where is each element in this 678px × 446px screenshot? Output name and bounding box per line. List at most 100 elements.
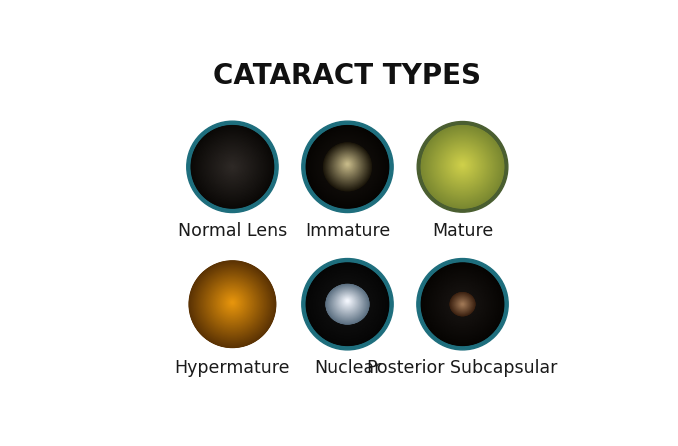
Ellipse shape — [330, 149, 365, 185]
Ellipse shape — [422, 126, 503, 207]
Ellipse shape — [212, 282, 254, 324]
Ellipse shape — [336, 154, 359, 177]
Ellipse shape — [336, 154, 359, 177]
Ellipse shape — [221, 292, 244, 314]
Ellipse shape — [312, 269, 383, 340]
Ellipse shape — [335, 153, 360, 178]
Ellipse shape — [321, 278, 374, 330]
Ellipse shape — [461, 164, 464, 166]
Ellipse shape — [308, 265, 386, 343]
Ellipse shape — [334, 152, 361, 179]
Ellipse shape — [221, 156, 244, 178]
Ellipse shape — [441, 144, 484, 188]
Ellipse shape — [200, 271, 265, 336]
Ellipse shape — [340, 295, 355, 309]
Ellipse shape — [444, 148, 481, 184]
Ellipse shape — [428, 269, 497, 339]
Ellipse shape — [428, 133, 496, 200]
Ellipse shape — [333, 152, 362, 182]
Ellipse shape — [449, 291, 476, 318]
Ellipse shape — [334, 153, 361, 179]
Ellipse shape — [193, 128, 272, 206]
Ellipse shape — [327, 146, 367, 186]
Ellipse shape — [203, 274, 262, 334]
Ellipse shape — [440, 143, 485, 189]
Ellipse shape — [327, 285, 367, 322]
Ellipse shape — [433, 274, 493, 334]
Ellipse shape — [444, 147, 481, 184]
Ellipse shape — [346, 162, 349, 166]
Ellipse shape — [204, 275, 261, 332]
Ellipse shape — [458, 300, 467, 309]
Ellipse shape — [342, 297, 353, 306]
Ellipse shape — [448, 151, 477, 180]
Ellipse shape — [422, 264, 503, 345]
Ellipse shape — [208, 279, 256, 327]
Ellipse shape — [332, 288, 363, 320]
Ellipse shape — [431, 135, 494, 198]
Ellipse shape — [219, 153, 246, 181]
Ellipse shape — [212, 282, 254, 324]
Ellipse shape — [202, 136, 263, 198]
Ellipse shape — [324, 144, 371, 190]
Ellipse shape — [443, 285, 482, 324]
Ellipse shape — [445, 287, 480, 322]
Ellipse shape — [186, 121, 278, 213]
Ellipse shape — [453, 295, 472, 313]
Ellipse shape — [329, 285, 366, 323]
Ellipse shape — [453, 156, 472, 174]
Ellipse shape — [228, 298, 237, 307]
Ellipse shape — [346, 163, 349, 166]
Ellipse shape — [329, 148, 366, 185]
Ellipse shape — [445, 149, 479, 183]
Ellipse shape — [202, 273, 263, 334]
Ellipse shape — [224, 294, 241, 311]
Ellipse shape — [449, 152, 476, 179]
Ellipse shape — [319, 276, 376, 333]
Ellipse shape — [334, 291, 361, 315]
Ellipse shape — [206, 141, 258, 193]
Ellipse shape — [452, 293, 474, 315]
Ellipse shape — [336, 155, 359, 179]
Ellipse shape — [459, 161, 466, 169]
Ellipse shape — [313, 269, 382, 339]
Ellipse shape — [226, 297, 239, 309]
Ellipse shape — [214, 149, 250, 185]
Ellipse shape — [193, 264, 273, 344]
Ellipse shape — [346, 300, 348, 302]
Ellipse shape — [438, 141, 487, 191]
Ellipse shape — [326, 285, 369, 324]
Ellipse shape — [205, 140, 260, 194]
Ellipse shape — [222, 292, 243, 314]
Ellipse shape — [339, 157, 356, 173]
Ellipse shape — [328, 286, 367, 322]
Ellipse shape — [454, 157, 471, 173]
Ellipse shape — [317, 274, 378, 334]
Ellipse shape — [453, 295, 473, 313]
Ellipse shape — [324, 144, 371, 190]
Ellipse shape — [336, 154, 359, 177]
Ellipse shape — [332, 289, 363, 318]
Ellipse shape — [460, 163, 464, 167]
Ellipse shape — [451, 293, 475, 315]
Ellipse shape — [325, 145, 370, 189]
Ellipse shape — [337, 293, 358, 312]
Ellipse shape — [191, 263, 273, 345]
Ellipse shape — [212, 146, 254, 188]
Ellipse shape — [338, 293, 357, 311]
Ellipse shape — [346, 300, 349, 302]
Ellipse shape — [215, 285, 250, 321]
Ellipse shape — [220, 290, 245, 316]
Ellipse shape — [197, 268, 268, 339]
Ellipse shape — [344, 298, 351, 304]
Ellipse shape — [453, 294, 473, 314]
Ellipse shape — [450, 291, 475, 317]
Ellipse shape — [208, 279, 257, 328]
Ellipse shape — [452, 155, 473, 176]
Ellipse shape — [199, 134, 265, 200]
Ellipse shape — [459, 161, 466, 169]
Ellipse shape — [427, 131, 498, 202]
Ellipse shape — [446, 288, 479, 321]
Ellipse shape — [460, 162, 465, 167]
Ellipse shape — [431, 135, 494, 198]
